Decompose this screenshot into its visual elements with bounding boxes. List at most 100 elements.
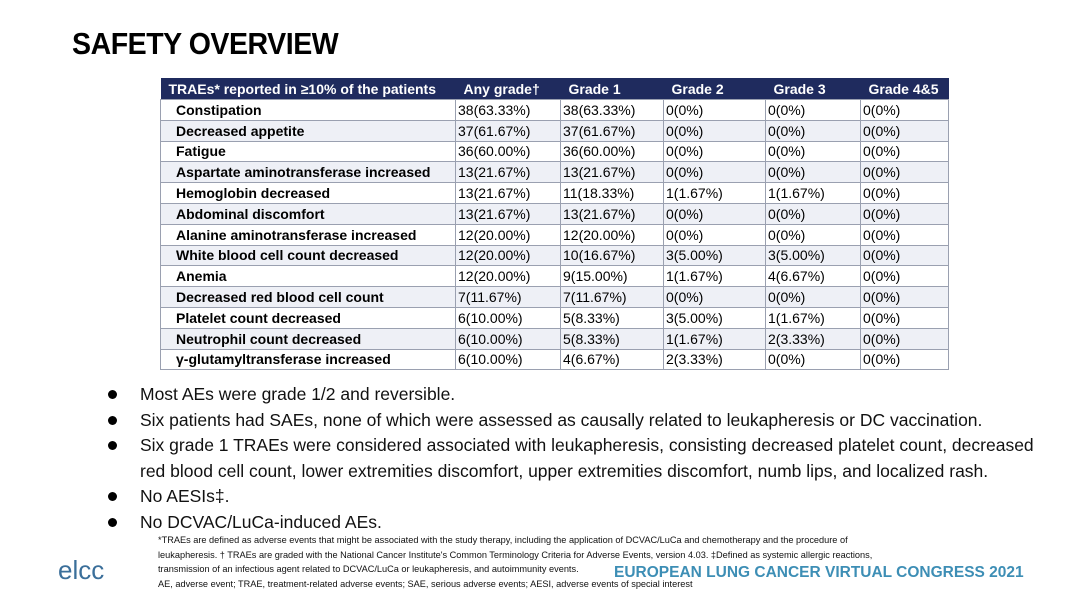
table-cell: 11(18.33%) bbox=[560, 182, 664, 204]
footnote-line: transmission of an infectious agent rela… bbox=[158, 564, 579, 574]
table-cell: 6(10.00%) bbox=[455, 327, 561, 350]
table-cell: 3(5.00%) bbox=[663, 244, 766, 267]
table-row: White blood cell count decreased 12(20.00… bbox=[160, 244, 949, 267]
table-cell: 0(0%) bbox=[765, 348, 861, 371]
bullet: No AESIs‡. bbox=[108, 484, 1038, 510]
row-label: Neutrophil count decreased bbox=[160, 327, 456, 350]
footnote-line: leukapheresis. † TRAEs are graded with t… bbox=[158, 549, 873, 560]
row-label: Hemoglobin decreased bbox=[160, 182, 456, 204]
table-cell: 0(0%) bbox=[663, 202, 766, 225]
table-cell: 13(21.67%) bbox=[560, 202, 664, 225]
table-cell: 12(20.00%) bbox=[455, 265, 561, 288]
column-header: Grade 1 bbox=[560, 78, 664, 100]
table-cell: 0(0%) bbox=[663, 119, 766, 142]
table-cell: 6(10.00%) bbox=[455, 306, 561, 329]
footnotes: *TRAEs are defined as adverse events tha… bbox=[158, 533, 938, 591]
table-cell: 12(20.00%) bbox=[455, 244, 561, 267]
column-header: Grade 3 bbox=[765, 78, 861, 100]
table-cell: 5(8.33%) bbox=[560, 327, 664, 350]
table-cell: 9(15.00%) bbox=[560, 265, 664, 288]
table-cell: 38(63.33%) bbox=[455, 99, 561, 121]
table-cell: 0(0%) bbox=[663, 99, 766, 121]
bullet: No DCVAC/LuCa-induced AEs. bbox=[108, 510, 1038, 536]
table-cell: 0(0%) bbox=[860, 348, 949, 371]
table-cell: 0(0%) bbox=[860, 244, 949, 267]
table-cell: 1(1.67%) bbox=[663, 265, 766, 288]
table-cell: 2(3.33%) bbox=[765, 327, 861, 350]
table-cell: 0(0%) bbox=[765, 119, 861, 142]
table-cell: 36(60.00%) bbox=[455, 140, 561, 163]
table-cell: 1(1.67%) bbox=[663, 327, 766, 350]
table-row: Alanine aminotransferase increased 12(20.… bbox=[160, 223, 949, 246]
table-cell: 0(0%) bbox=[765, 223, 861, 246]
table-cell: 0(0%) bbox=[860, 265, 949, 288]
column-header: Grade 4&5 bbox=[860, 78, 949, 100]
row-label: Anemia bbox=[160, 265, 456, 288]
row-label: Alanine aminotransferase increased bbox=[160, 223, 456, 246]
table-row: Decreased red blood cell count 7(11.67%) 7… bbox=[160, 286, 949, 308]
table-cell: 37(61.67%) bbox=[455, 119, 561, 142]
table-cell: 0(0%) bbox=[765, 286, 861, 308]
table-row: Fatigue 36(60.00%) 36(60.00%) 0(0%) 0(0%) 0(0… bbox=[160, 140, 949, 163]
row-label: Abdominal discomfort bbox=[160, 202, 456, 225]
bullet-list: Most AEs were grade 1/2 and reversible. S… bbox=[108, 382, 1038, 535]
bullet: Most AEs were grade 1/2 and reversible. bbox=[108, 382, 1038, 408]
bullet: Six grade 1 TRAEs were considered associ… bbox=[108, 433, 1038, 484]
table-cell: 5(8.33%) bbox=[560, 306, 664, 329]
table-cell: 12(20.00%) bbox=[560, 223, 664, 246]
table-cell: 0(0%) bbox=[860, 182, 949, 204]
table-cell: 3(5.00%) bbox=[765, 244, 861, 267]
table-row: Aspartate aminotransferase increased 13(2… bbox=[160, 161, 949, 184]
column-header: TRAEs* reported in ≥10% of the patients bbox=[160, 78, 456, 100]
table-row: γ-glutamyltransferase increased 6(10.00%)… bbox=[160, 348, 949, 371]
row-label: Decreased red blood cell count bbox=[160, 286, 456, 308]
table-cell: 2(3.33%) bbox=[663, 348, 766, 371]
table-cell: 0(0%) bbox=[860, 286, 949, 308]
table-cell: 4(6.67%) bbox=[560, 348, 664, 371]
table-cell: 10(16.67%) bbox=[560, 244, 664, 267]
slide-title: SAFETY OVERVIEW bbox=[72, 26, 339, 61]
table-cell: 4(6.67%) bbox=[765, 265, 861, 288]
table-cell: 0(0%) bbox=[860, 306, 949, 329]
row-label: Decreased appetite bbox=[160, 119, 456, 142]
table-cell: 0(0%) bbox=[860, 327, 949, 350]
table-cell: 36(60.00%) bbox=[560, 140, 664, 163]
table-cell: 7(11.67%) bbox=[560, 286, 664, 308]
footnote-line: AE, adverse event; TRAE, treatment-relat… bbox=[158, 578, 693, 589]
table-cell: 0(0%) bbox=[860, 161, 949, 184]
column-header: Any grade† bbox=[455, 78, 561, 100]
row-label: White blood cell count decreased bbox=[160, 244, 456, 267]
table-cell: 0(0%) bbox=[860, 99, 949, 121]
table-row: Hemoglobin decreased 13(21.67%) 11(18.33%)… bbox=[160, 182, 949, 204]
table-cell: 1(1.67%) bbox=[765, 182, 861, 204]
table-cell: 0(0%) bbox=[765, 140, 861, 163]
table-cell: 6(10.00%) bbox=[455, 348, 561, 371]
table-cell: 0(0%) bbox=[663, 286, 766, 308]
table-cell: 0(0%) bbox=[765, 161, 861, 184]
table-cell: 0(0%) bbox=[663, 223, 766, 246]
congress-name: EUROPEAN LUNG CANCER VIRTUAL CONGRESS 20… bbox=[614, 564, 1024, 581]
table-cell: 13(21.67%) bbox=[455, 202, 561, 225]
table-cell: 1(1.67%) bbox=[663, 182, 766, 204]
safety-table: TRAEs* reported in ≥10% of the patients A… bbox=[160, 78, 949, 371]
table-cell: 0(0%) bbox=[860, 223, 949, 246]
table-cell: 38(63.33%) bbox=[560, 99, 664, 121]
row-label: Aspartate aminotransferase increased bbox=[160, 161, 456, 184]
table-row: Anemia 12(20.00%) 9(15.00%) 1(1.67%) 4(6.67%… bbox=[160, 265, 949, 288]
table-cell: 37(61.67%) bbox=[560, 119, 664, 142]
table-cell: 0(0%) bbox=[860, 140, 949, 163]
row-label: Platelet count decreased bbox=[160, 306, 456, 329]
footnote-line: *TRAEs are defined as adverse events tha… bbox=[158, 535, 848, 545]
table-cell: 13(21.67%) bbox=[455, 161, 561, 184]
table-cell: 0(0%) bbox=[663, 161, 766, 184]
table-cell: 3(5.00%) bbox=[663, 306, 766, 329]
table-cell: 13(21.67%) bbox=[455, 182, 561, 204]
table-row: Abdominal discomfort 13(21.67%) 13(21.67%)… bbox=[160, 202, 949, 225]
table-cell: 0(0%) bbox=[765, 99, 861, 121]
bullet: Six patients had SAEs, none of which wer… bbox=[108, 408, 1038, 434]
table-cell: 0(0%) bbox=[860, 202, 949, 225]
table-cell: 13(21.67%) bbox=[560, 161, 664, 184]
table-row: Neutrophil count decreased 6(10.00%) 5(8.3… bbox=[160, 327, 949, 350]
row-label: γ-glutamyltransferase increased bbox=[160, 348, 456, 371]
